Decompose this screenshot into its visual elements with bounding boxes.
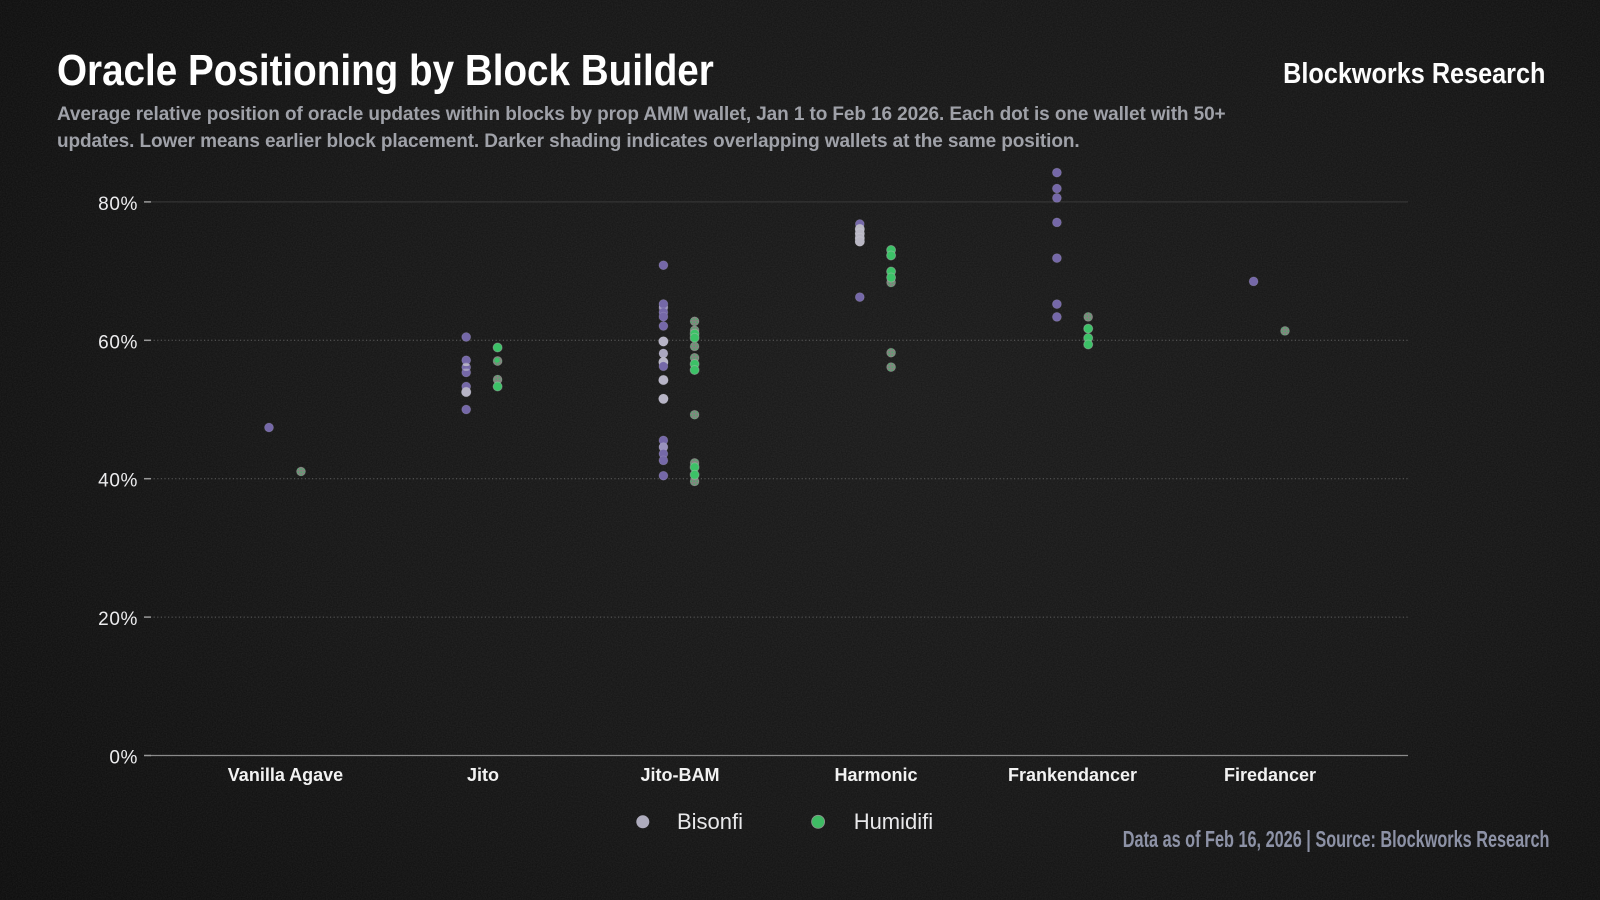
- svg-text:Bisonfi: Bisonfi: [677, 809, 743, 834]
- svg-text:20%: 20%: [98, 609, 138, 630]
- svg-text:Frankendancer: Frankendancer: [1008, 765, 1137, 785]
- svg-text:40%: 40%: [98, 471, 138, 492]
- svg-text:Vanilla Agave: Vanilla Agave: [228, 765, 343, 785]
- svg-text:Jito-BAM: Jito-BAM: [641, 765, 720, 785]
- svg-text:Humidifi: Humidifi: [854, 809, 933, 834]
- svg-text:Harmonic: Harmonic: [834, 765, 917, 785]
- svg-text:0%: 0%: [109, 748, 138, 769]
- svg-text:80%: 80%: [98, 194, 138, 215]
- svg-text:60%: 60%: [98, 332, 138, 353]
- svg-text:Jito: Jito: [467, 765, 499, 785]
- svg-text:Firedancer: Firedancer: [1224, 765, 1316, 785]
